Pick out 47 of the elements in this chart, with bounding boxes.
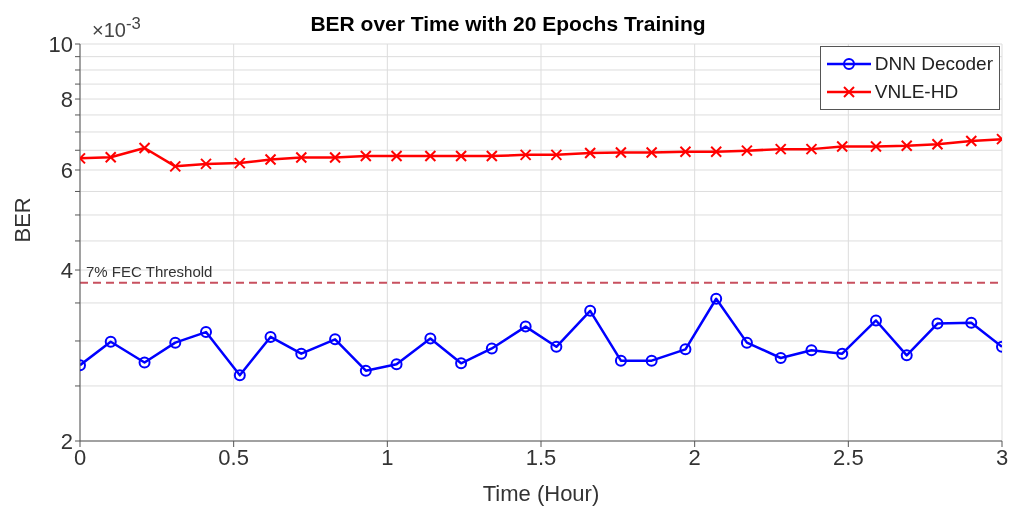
y-tick-label: 2 [60,428,73,454]
y-tick-label: 6 [60,157,73,183]
ref-line-label: 7% FEC Threshold [86,262,213,280]
point [900,349,913,362]
x-tick-label: 1 [381,444,394,470]
legend-label: VNLE-HD [874,80,959,104]
point [138,356,151,369]
chart-title: BER over Time with 20 Epochs Training [310,12,706,35]
x-axis-title: Time (Hour) [482,481,600,506]
y-tick-label: 4 [60,257,73,283]
point [805,344,818,357]
x-tick-label: 1.5 [525,444,557,470]
point [359,364,372,377]
point [329,333,342,346]
point [645,354,658,367]
y-tick-label: 10 [48,31,73,57]
point [836,347,849,360]
y-axis-title: BER [9,197,35,243]
text: ×10$^{-3}$ [92,14,141,42]
x-tick-label: 0 [73,444,87,470]
point [584,304,597,317]
point [550,340,563,353]
point [679,343,692,356]
point [233,369,246,382]
y-tick-label: 8 [60,86,73,112]
point [169,336,182,349]
point [104,335,117,348]
point [931,317,944,330]
point [264,330,277,343]
point [614,354,627,367]
point [485,342,498,355]
point [200,326,213,339]
point [740,336,753,349]
point [774,352,787,364]
point [965,316,978,329]
point [710,292,723,305]
x-tick-label: 3 [995,444,1009,470]
x-tick-label: 0.5 [218,444,249,470]
point [455,357,468,370]
point [869,314,882,327]
point [519,320,532,333]
point [295,347,308,360]
x-tick-label: 2.5 [833,444,864,470]
x-tick-label: 2 [688,444,701,470]
point [390,358,403,371]
point [424,332,437,345]
legend-label: DNN Decoder [874,52,993,76]
